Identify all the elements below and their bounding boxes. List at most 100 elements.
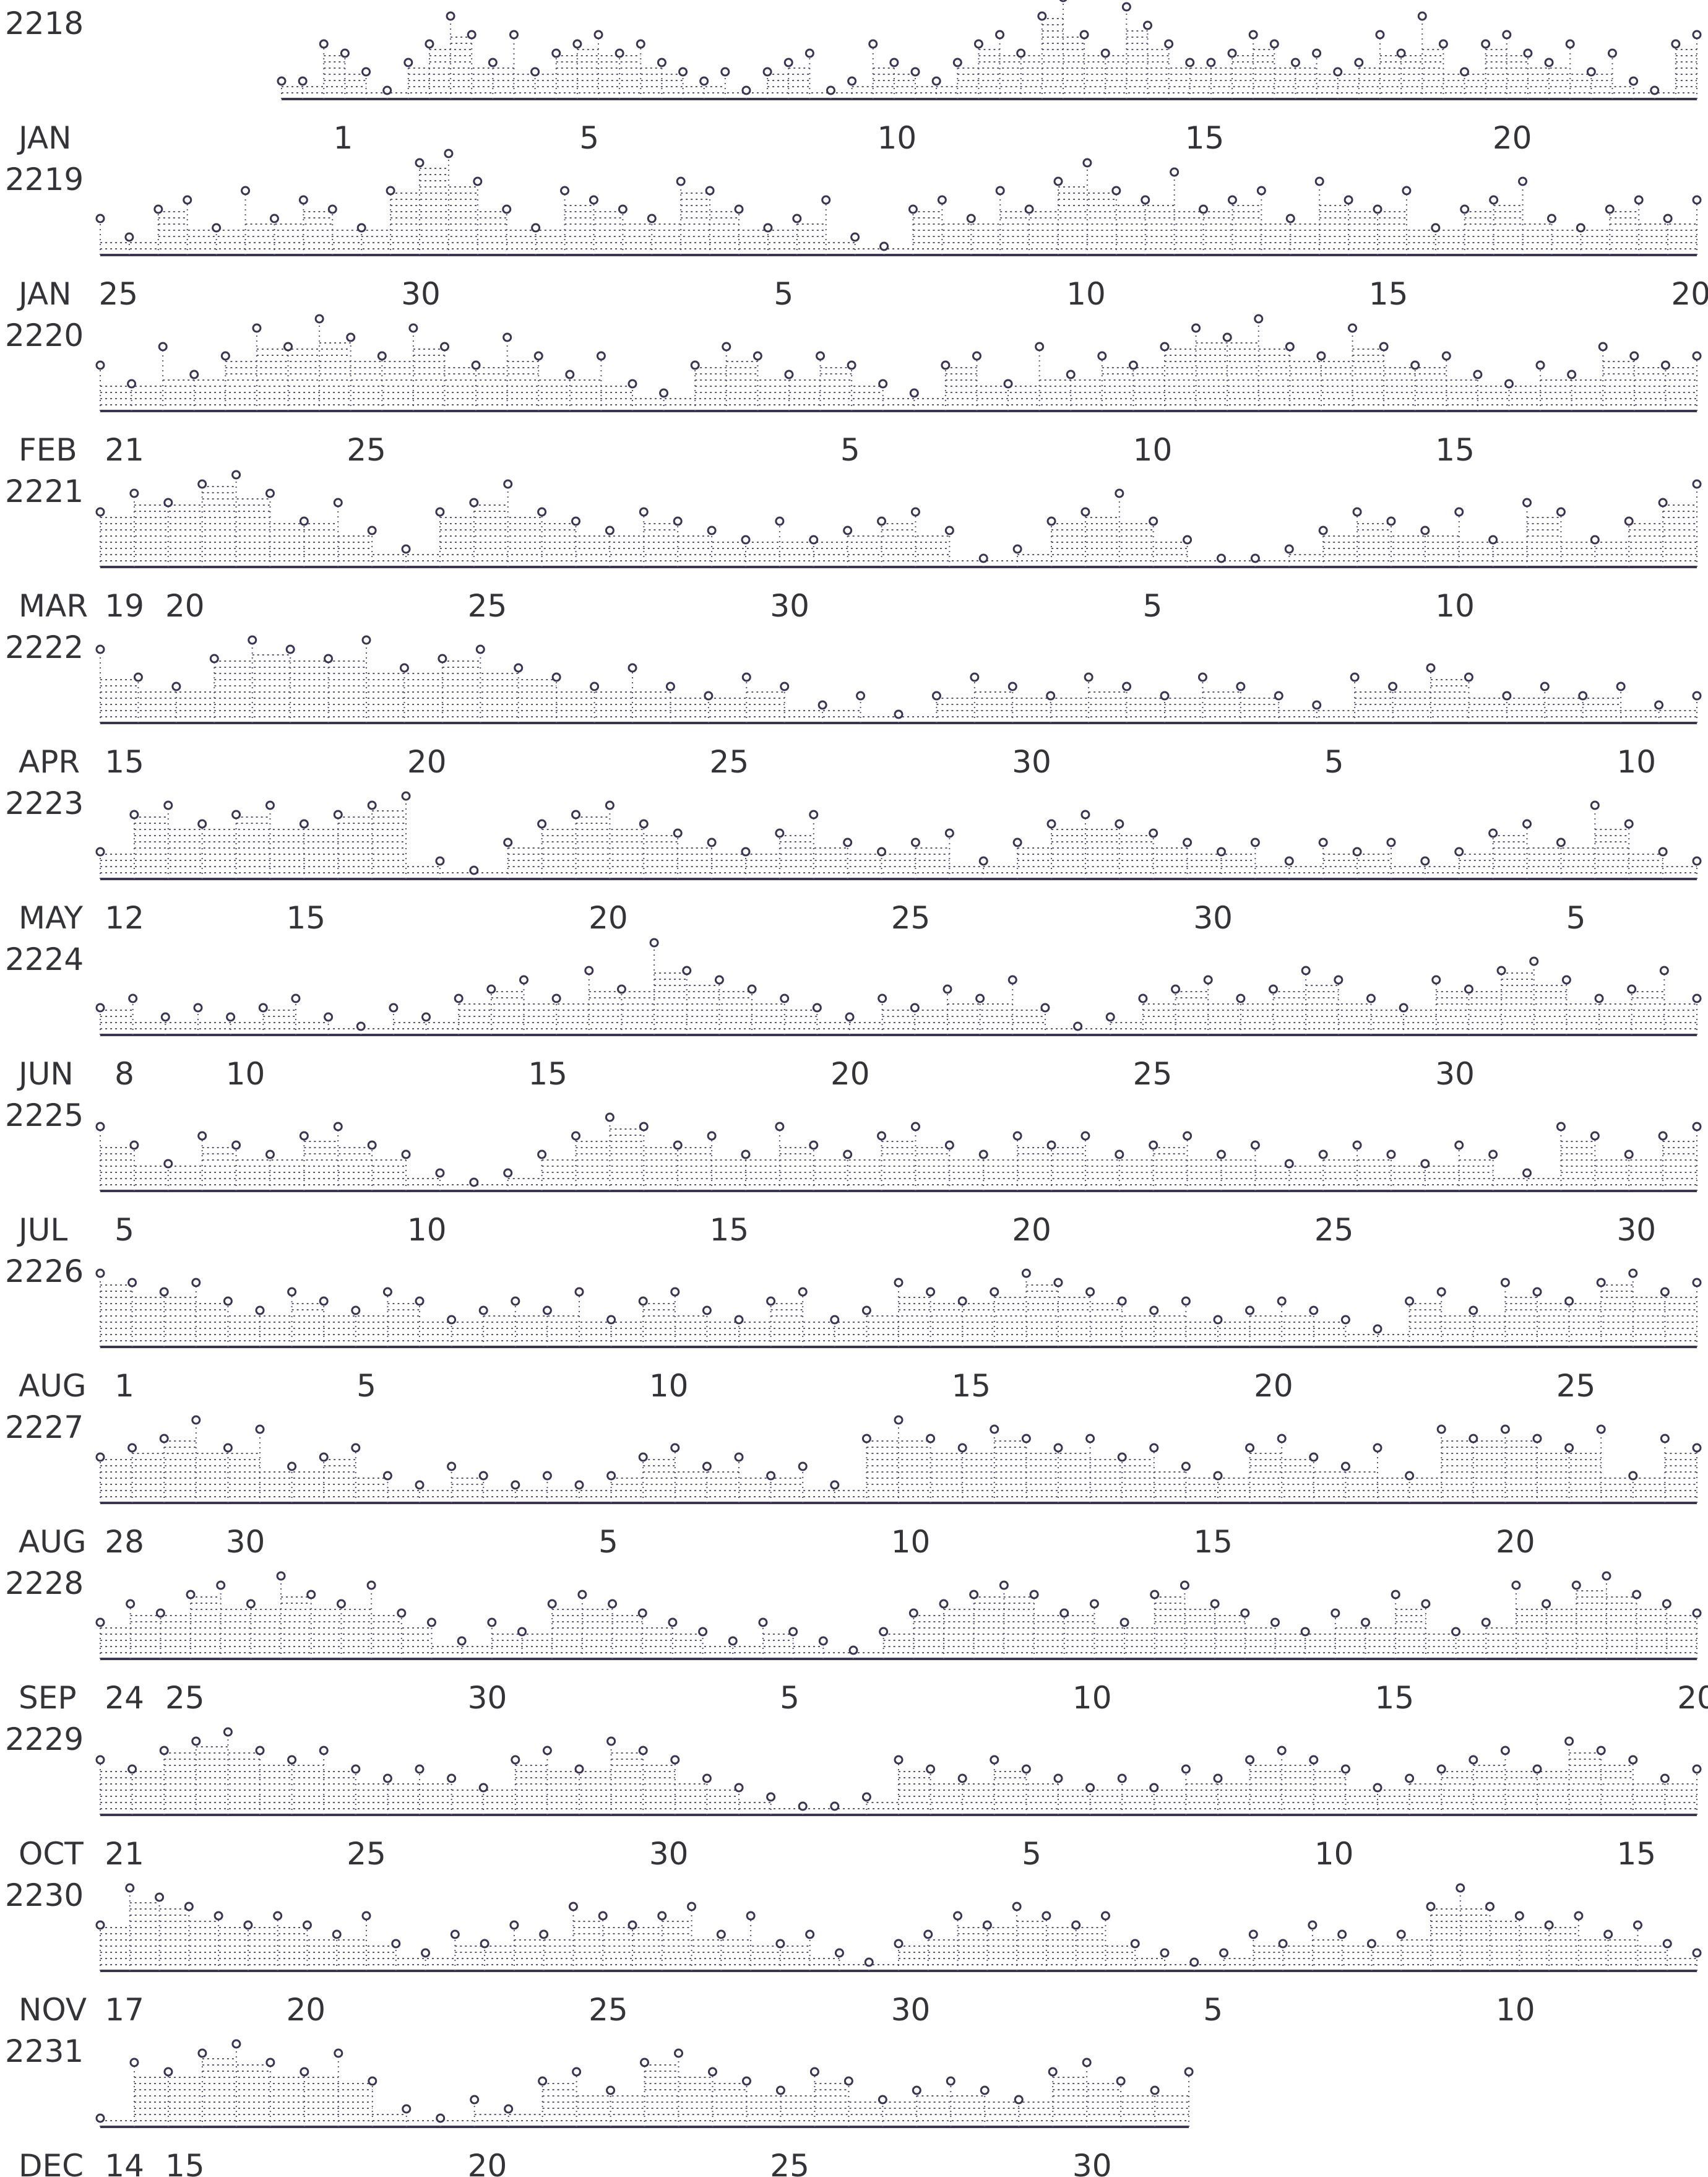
data-point: [1561, 975, 1571, 985]
data-point: [533, 351, 543, 361]
data-point: [716, 1929, 726, 1939]
data-point: [1522, 1168, 1532, 1178]
data-point: [910, 507, 920, 517]
tick-label: 20: [1496, 1524, 1535, 1560]
tick-label: 30: [1072, 2148, 1112, 2177]
tick-label: 25: [468, 588, 507, 624]
data-point: [127, 1278, 137, 1288]
data-point: [1285, 214, 1295, 223]
data-point: [1634, 195, 1644, 205]
data-point: [361, 1911, 371, 1921]
data-point: [1603, 1929, 1613, 1939]
data-point: [537, 507, 547, 517]
data-point: [1454, 847, 1464, 857]
data-point: [361, 67, 371, 77]
data-point: [333, 810, 343, 820]
data-point: [1469, 1305, 1478, 1315]
data-point: [1420, 856, 1430, 866]
data-point: [421, 1948, 431, 1958]
tick-label: 30: [649, 1836, 689, 1872]
data-point: [1344, 195, 1353, 205]
data-point: [95, 1003, 105, 1013]
data-point: [191, 1736, 201, 1746]
tick-label: 30: [770, 588, 809, 624]
data-point: [1115, 819, 1124, 829]
data-point: [336, 1599, 346, 1609]
data-point: [830, 1801, 840, 1811]
tick-label: 21: [105, 432, 144, 468]
data-point: [269, 214, 279, 223]
tick-label: 15: [286, 900, 326, 936]
data-point: [649, 938, 659, 948]
data-point: [606, 2085, 616, 2095]
chart-row-2219: 2219 JAN 25 30 5 10 15 20: [5, 149, 1708, 312]
data-point: [1692, 195, 1702, 205]
data-point: [377, 351, 387, 361]
data-point: [155, 1892, 165, 1902]
data-point: [209, 654, 219, 664]
data-point: [231, 2039, 241, 2049]
data-point: [1523, 48, 1533, 58]
row-month-label: SEP: [19, 1680, 76, 1716]
data-point: [1082, 158, 1092, 168]
data-point: [511, 1296, 520, 1306]
data-point: [957, 1773, 967, 1783]
data-point: [584, 966, 594, 976]
data-point: [231, 470, 241, 480]
data-point: [830, 1315, 840, 1325]
data-point: [155, 1608, 165, 1618]
data-point: [1514, 1911, 1524, 1921]
tick-label: 14: [105, 2148, 144, 2177]
data-point: [1185, 58, 1195, 67]
tick-label: 30: [226, 1524, 265, 1560]
row-year-label: 2222: [5, 630, 84, 665]
data-point: [1692, 30, 1702, 40]
data-point: [809, 1140, 819, 1150]
data-point: [389, 1003, 399, 1013]
data-point: [657, 1911, 667, 1921]
data-point: [450, 1929, 460, 1939]
data-point: [366, 1580, 376, 1590]
data-point: [367, 526, 377, 535]
data-point: [1248, 1929, 1258, 1939]
data-point: [285, 644, 295, 654]
data-point: [1629, 76, 1639, 86]
data-point: [1438, 39, 1448, 49]
data-point: [1309, 1305, 1319, 1315]
data-point: [1082, 2058, 1092, 2067]
data-point: [95, 644, 105, 654]
data-point: [401, 544, 411, 554]
data-point: [1574, 1911, 1584, 1921]
data-point: [399, 663, 409, 673]
data-point: [197, 479, 207, 489]
data-point: [605, 1112, 615, 1122]
data-point: [909, 388, 919, 398]
tick-label: 5: [1324, 744, 1344, 780]
data-point: [265, 1149, 275, 1159]
chart-row-2222: 2222 APR 15 20 25 30 5 10: [5, 630, 1702, 780]
data-point: [568, 1902, 578, 1911]
data-point: [1021, 1268, 1031, 1278]
data-point: [1314, 176, 1324, 186]
data-point: [1245, 1305, 1255, 1315]
data-point: [784, 370, 794, 379]
data-point: [530, 67, 540, 77]
data-point: [877, 516, 887, 526]
data-point: [435, 507, 445, 517]
row-month-label: NOV: [19, 1992, 87, 2028]
data-point: [1216, 847, 1226, 857]
data-point: [978, 553, 988, 563]
tick-label: 8: [114, 1056, 134, 1092]
data-point: [1274, 691, 1283, 701]
data-point: [124, 232, 134, 242]
data-point: [537, 819, 547, 829]
data-point: [946, 2076, 955, 2086]
data-point: [519, 975, 528, 985]
data-point: [1522, 819, 1532, 829]
data-point: [382, 1287, 392, 1297]
data-point: [1532, 1434, 1542, 1443]
data-point: [159, 1746, 169, 1755]
data-point: [1373, 1443, 1382, 1453]
data-point: [856, 691, 866, 701]
